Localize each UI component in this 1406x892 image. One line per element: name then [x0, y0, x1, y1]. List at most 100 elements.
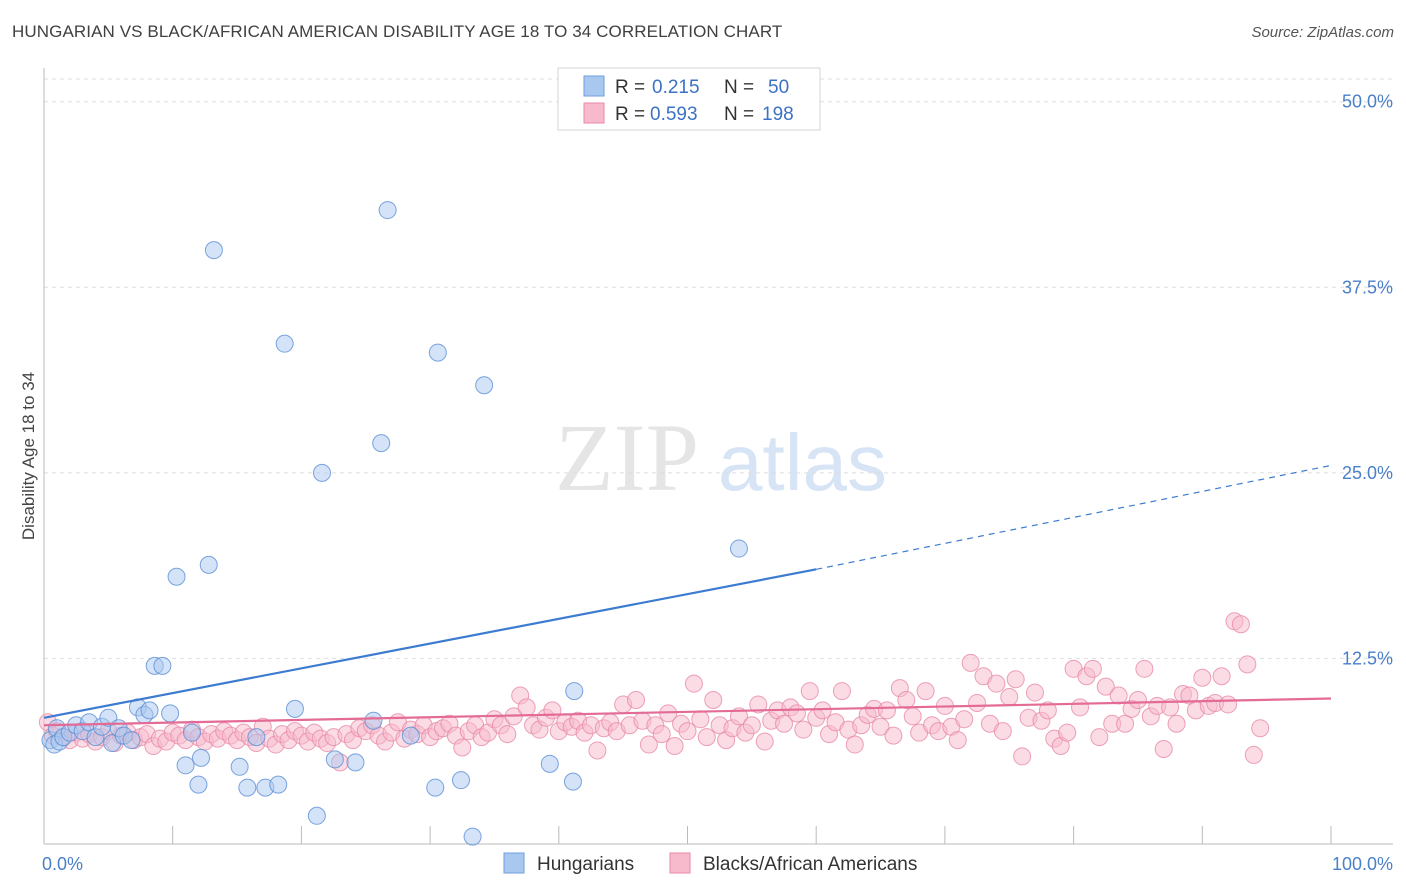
black-african-american-point: [794, 720, 813, 739]
black-african-american-point: [948, 731, 967, 750]
hungarian-point: [428, 343, 447, 362]
black-african-american-point: [1193, 668, 1212, 687]
black-african-american-point: [987, 674, 1006, 693]
hungarian-point: [122, 731, 141, 750]
gridlines: [44, 78, 1393, 659]
black-african-american-point: [1244, 745, 1263, 764]
black-african-american-point: [1238, 655, 1257, 674]
series-legend: Hungarians Blacks/African Americans: [503, 852, 917, 875]
black-african-american-point: [729, 707, 748, 726]
hungarian-point: [275, 334, 294, 353]
x-tick-label: 100.0%: [1332, 854, 1393, 874]
black-african-american-point: [1025, 683, 1044, 702]
black-african-american-point: [1116, 714, 1135, 733]
hungarian-point: [269, 775, 288, 794]
black-african-american-point: [627, 690, 646, 709]
hungarian-point: [167, 567, 186, 586]
black-african-american-point: [691, 710, 710, 729]
x-tick-label: 0.0%: [42, 854, 83, 874]
black-african-american-point: [1154, 739, 1173, 758]
black-african-american-point: [1058, 723, 1077, 742]
black-african-american-point: [1212, 667, 1231, 686]
black-african-american-point: [543, 701, 562, 720]
bottom-swatch-blacks: [669, 852, 691, 874]
hungarian-point: [325, 750, 344, 769]
legend-r-value-1: 0.215: [652, 77, 700, 98]
correlation-legend: R = 0.215 N = 50 R = 0.593 N = 198: [557, 67, 821, 131]
black-african-american-point: [1083, 659, 1102, 678]
hungarian-point: [540, 754, 559, 773]
black-african-american-point: [961, 653, 980, 672]
hungarian-point: [729, 539, 748, 558]
black-african-american-point: [955, 710, 974, 729]
chart-title: HUNGARIAN VS BLACK/AFRICAN AMERICAN DISA…: [12, 22, 783, 41]
black-african-american-point: [1096, 677, 1115, 696]
trend-lines: [43, 464, 1332, 727]
black-african-american-point: [897, 690, 916, 709]
y-tick-label: 50.0%: [1342, 92, 1393, 112]
black-african-american-point: [813, 701, 832, 720]
hungarian-point: [176, 756, 195, 775]
black-african-american-point: [588, 741, 607, 760]
legend-n-value-1: 50: [768, 77, 789, 98]
black-african-american-point: [704, 690, 723, 709]
hungarian-point: [401, 726, 420, 745]
black-african-american-point: [1161, 698, 1180, 717]
hungarian-point: [140, 701, 159, 720]
black-african-american-point: [916, 682, 935, 701]
hungarian-point: [475, 376, 494, 395]
black-african-american-point: [1000, 688, 1019, 707]
black-african-american-point: [498, 725, 517, 744]
black-african-american-point: [1006, 670, 1025, 689]
hungarian-point: [230, 757, 249, 776]
black-african-american-point: [877, 701, 896, 720]
legend-r-label-1: R =: [615, 77, 645, 98]
black-african-american-point: [1128, 690, 1147, 709]
hungarian-point: [199, 555, 218, 574]
source-label: Source: ZipAtlas.com: [1251, 24, 1394, 41]
black-african-american-point: [1109, 686, 1128, 705]
hungarian-point: [364, 711, 383, 730]
hungarian-point: [307, 806, 326, 825]
legend-swatch-blacks: [583, 102, 605, 124]
black-african-american-point: [1071, 698, 1090, 717]
bottom-swatch-hungarians: [503, 852, 525, 874]
hungarian-point: [192, 748, 211, 767]
black-african-american-point: [1219, 695, 1238, 714]
black-african-american-trend-line: [43, 697, 1332, 727]
hungarian-point: [372, 434, 391, 453]
hungarian-point: [463, 827, 482, 846]
black-african-american-point: [884, 726, 903, 745]
y-tick-label: 37.5%: [1342, 277, 1393, 297]
hungarian-point: [426, 778, 445, 797]
black-african-american-point: [749, 695, 768, 714]
axes: 12.5% 25.0% 37.5% 50.0% 0.0% 100.0%: [42, 68, 1393, 874]
black-african-american-point: [697, 728, 716, 747]
hungarian-point: [238, 778, 257, 797]
legend-r-label-2: R =: [615, 104, 645, 125]
hungarian-point: [153, 656, 172, 675]
data-points: [38, 201, 1270, 846]
black-african-american-point: [517, 698, 536, 717]
bottom-legend-blacks: Blacks/African Americans: [703, 854, 917, 875]
legend-n-label-2: N =: [724, 104, 754, 125]
black-african-american-point: [1090, 728, 1109, 747]
y-axis-label: Disability Age 18 to 34: [19, 372, 38, 540]
hungarian-point: [565, 682, 584, 701]
hungarian-point: [312, 463, 331, 482]
hungarian-point: [161, 704, 180, 723]
black-african-american-point: [845, 735, 864, 754]
black-african-american-point: [871, 717, 890, 736]
black-african-american-point: [968, 693, 987, 712]
y-tick-label: 25.0%: [1342, 463, 1393, 483]
hungarian-point: [378, 201, 397, 220]
black-african-american-point: [903, 707, 922, 726]
black-african-american-point: [1231, 615, 1250, 634]
black-african-american-point: [1251, 719, 1270, 738]
y-tick-label: 12.5%: [1342, 648, 1393, 668]
hungarian-point: [247, 728, 266, 747]
watermark-atlas: atlas: [718, 418, 887, 507]
hungarian-point: [183, 723, 202, 742]
black-african-american-point: [639, 735, 658, 754]
legend-n-label-1: N =: [724, 77, 754, 98]
